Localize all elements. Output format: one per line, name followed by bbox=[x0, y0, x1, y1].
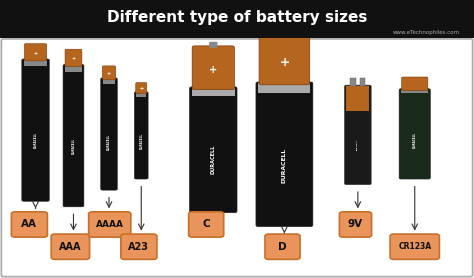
FancyBboxPatch shape bbox=[190, 87, 237, 213]
FancyBboxPatch shape bbox=[136, 83, 147, 94]
Text: DURACELL: DURACELL bbox=[34, 132, 37, 148]
FancyBboxPatch shape bbox=[24, 44, 46, 61]
Text: AAAA: AAAA bbox=[96, 220, 124, 229]
FancyBboxPatch shape bbox=[121, 234, 157, 259]
FancyBboxPatch shape bbox=[63, 64, 84, 207]
Text: DURACELL: DURACELL bbox=[282, 148, 287, 183]
Text: AA: AA bbox=[21, 220, 37, 229]
Bar bbox=[65, 66, 82, 72]
FancyBboxPatch shape bbox=[265, 234, 300, 259]
FancyBboxPatch shape bbox=[102, 66, 116, 80]
Bar bbox=[258, 83, 310, 93]
Bar bbox=[346, 86, 369, 111]
FancyBboxPatch shape bbox=[259, 35, 310, 85]
Text: DURACELL: DURACELL bbox=[72, 137, 75, 153]
Bar bbox=[136, 93, 146, 97]
FancyBboxPatch shape bbox=[390, 234, 439, 259]
Bar bbox=[350, 78, 356, 86]
FancyBboxPatch shape bbox=[256, 82, 313, 227]
Text: 9V: 9V bbox=[348, 220, 363, 229]
FancyBboxPatch shape bbox=[192, 46, 235, 90]
FancyBboxPatch shape bbox=[345, 85, 371, 185]
Text: CR123A: CR123A bbox=[398, 242, 431, 251]
Text: DURACELL: DURACELL bbox=[139, 133, 143, 149]
Bar bbox=[192, 88, 235, 96]
FancyBboxPatch shape bbox=[11, 212, 47, 237]
FancyBboxPatch shape bbox=[401, 77, 428, 91]
Text: DURACELL: DURACELL bbox=[107, 134, 111, 150]
FancyBboxPatch shape bbox=[209, 42, 218, 48]
FancyBboxPatch shape bbox=[89, 212, 131, 237]
FancyBboxPatch shape bbox=[65, 49, 82, 66]
Text: +: + bbox=[34, 51, 37, 56]
Text: AAA: AAA bbox=[59, 242, 82, 252]
Text: Different type of battery sizes: Different type of battery sizes bbox=[107, 10, 367, 25]
FancyBboxPatch shape bbox=[280, 30, 289, 37]
Text: C: C bbox=[202, 220, 210, 229]
Bar bbox=[24, 60, 47, 66]
FancyBboxPatch shape bbox=[51, 234, 90, 259]
FancyBboxPatch shape bbox=[100, 78, 117, 190]
Text: +: + bbox=[209, 65, 218, 75]
FancyBboxPatch shape bbox=[399, 89, 430, 179]
Text: +: + bbox=[107, 71, 111, 76]
Text: DURACELL: DURACELL bbox=[357, 139, 358, 150]
Text: D: D bbox=[278, 242, 287, 252]
Text: +: + bbox=[139, 86, 143, 91]
Bar bbox=[401, 90, 428, 93]
Text: A23: A23 bbox=[128, 242, 149, 252]
Text: DURACELL: DURACELL bbox=[413, 131, 417, 148]
FancyBboxPatch shape bbox=[135, 92, 148, 179]
FancyBboxPatch shape bbox=[1, 39, 473, 277]
Bar bbox=[360, 78, 365, 86]
Text: DURACELL: DURACELL bbox=[211, 145, 216, 174]
FancyBboxPatch shape bbox=[189, 212, 224, 237]
Text: www.eTechnophiles.com: www.eTechnophiles.com bbox=[392, 30, 460, 35]
FancyBboxPatch shape bbox=[0, 0, 474, 38]
FancyBboxPatch shape bbox=[22, 59, 49, 201]
Text: +: + bbox=[279, 56, 290, 69]
FancyBboxPatch shape bbox=[339, 212, 372, 237]
Bar bbox=[102, 79, 115, 84]
Text: +: + bbox=[72, 56, 75, 61]
